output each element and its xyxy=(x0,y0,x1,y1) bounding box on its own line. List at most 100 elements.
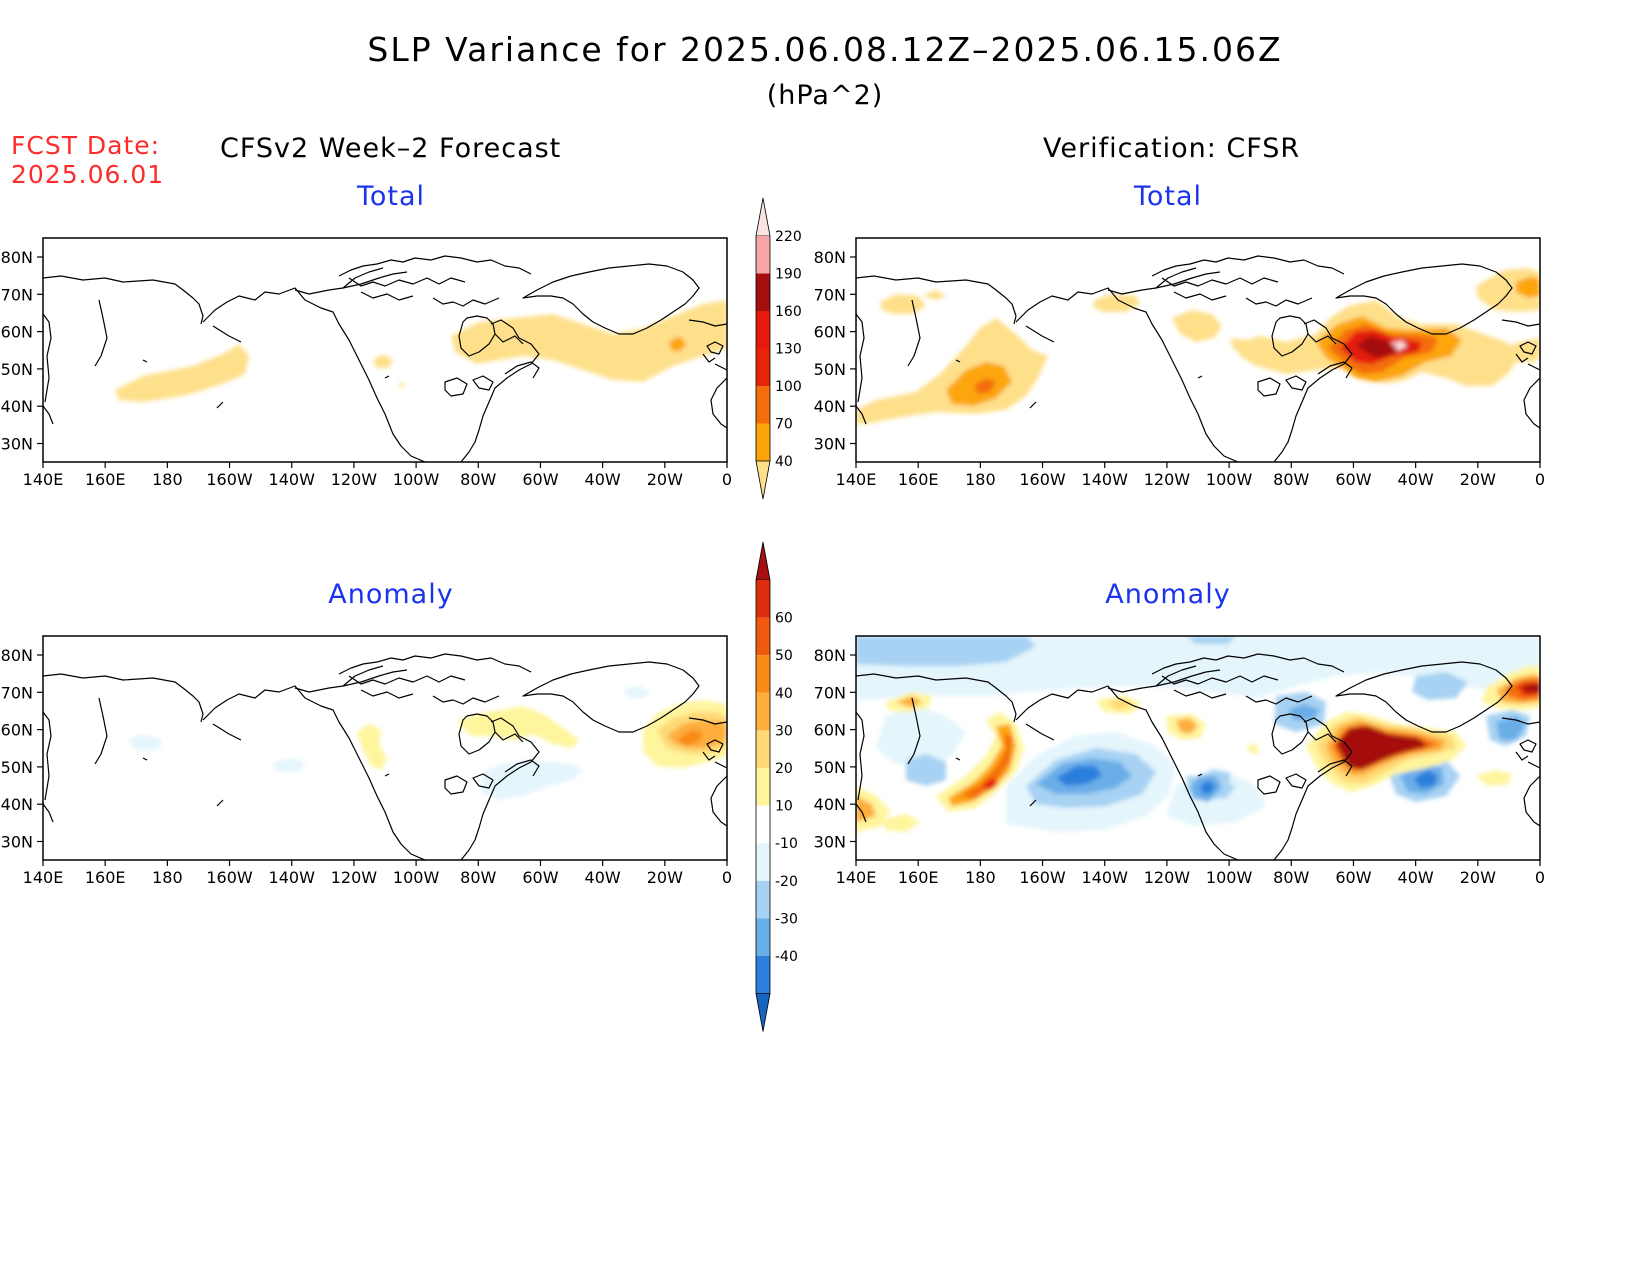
verification-anomaly-label: Anomaly xyxy=(1105,579,1231,610)
colorbar-anomaly-label: 30 xyxy=(775,723,793,739)
colorbar-arrow-top xyxy=(755,541,771,581)
colorbar-swatch xyxy=(756,236,770,274)
lon-tick-label: 20W xyxy=(647,868,683,887)
verification-anomaly-map xyxy=(855,635,1541,861)
lon-tick-label: 120W xyxy=(1144,470,1191,489)
lat-tick-label: 30N xyxy=(814,833,846,852)
lon-tick-label: 20W xyxy=(1460,868,1496,887)
lat-tick-label: 50N xyxy=(814,758,846,777)
lon-tick-label: 60W xyxy=(1335,470,1371,489)
colorbar-arrow-top xyxy=(755,197,771,237)
lat-tick-label: 80N xyxy=(814,248,846,267)
lon-tick-label: 100W xyxy=(1206,868,1253,887)
colorbar-anomaly-label: 50 xyxy=(775,648,793,664)
lon-tick-label: 140E xyxy=(23,868,64,887)
lat-tick-label: 50N xyxy=(814,360,846,379)
lon-tick-label: 60W xyxy=(522,868,558,887)
lon-tick-label: 160E xyxy=(898,470,939,489)
lon-tick-label: 160E xyxy=(85,470,126,489)
lon-tick-label: 180 xyxy=(152,868,183,887)
colorbar-swatch xyxy=(756,386,770,424)
forecast-anomaly-map xyxy=(42,635,728,861)
lon-tick-label: 160W xyxy=(206,470,253,489)
colorbar-swatch xyxy=(756,880,770,919)
lon-tick-label: 140E xyxy=(23,470,64,489)
lon-tick-label: 140W xyxy=(269,470,316,489)
lat-tick-label: 80N xyxy=(1,646,33,665)
colorbar-swatch xyxy=(756,692,770,731)
lat-tick-label: 70N xyxy=(814,683,846,702)
lon-tick-label: 20W xyxy=(647,470,683,489)
lat-tick-label: 40N xyxy=(1,397,33,416)
colorbar-anomaly-label: 40 xyxy=(775,686,793,702)
colorbar-swatch xyxy=(756,655,770,693)
lon-tick-label: 80W xyxy=(460,868,496,887)
lat-tick-label: 60N xyxy=(814,721,846,740)
lon-tick-label: 140W xyxy=(1082,868,1129,887)
colorbar-anomaly-label: 60 xyxy=(775,611,793,627)
lon-tick-label: 100W xyxy=(393,868,440,887)
lon-tick-label: 100W xyxy=(393,470,440,489)
lon-tick-label: 60W xyxy=(1335,868,1371,887)
lat-tick-label: 80N xyxy=(1,248,33,267)
colorbar-total-label: 40 xyxy=(775,454,793,470)
colorbar-swatch xyxy=(756,311,770,349)
colorbar-anomaly-label: -30 xyxy=(775,911,798,927)
colorbar-swatch xyxy=(756,768,770,806)
forecast-date-value: 2025.06.01 xyxy=(11,160,165,189)
lat-tick-label: 60N xyxy=(1,323,33,342)
lon-tick-label: 0 xyxy=(1535,470,1545,489)
lat-tick-label: 70N xyxy=(1,285,33,304)
lat-tick-label: 40N xyxy=(814,397,846,416)
lon-tick-label: 40W xyxy=(585,868,621,887)
lon-tick-label: 160W xyxy=(1019,470,1066,489)
lon-tick-label: 0 xyxy=(722,868,732,887)
lon-tick-label: 120W xyxy=(1144,868,1191,887)
colorbar-total-label: 160 xyxy=(775,304,802,320)
lon-tick-label: 120W xyxy=(331,470,378,489)
colorbar-total-label: 190 xyxy=(775,267,802,283)
lon-tick-label: 140W xyxy=(1082,470,1129,489)
lat-tick-label: 30N xyxy=(814,435,846,454)
colorbar-anomaly-label: 20 xyxy=(775,761,793,777)
forecast-total-label: Total xyxy=(356,181,426,212)
colorbar-total-label: 100 xyxy=(775,379,802,395)
lon-tick-label: 160E xyxy=(85,868,126,887)
colorbar-swatch xyxy=(756,423,770,461)
verification-total-label: Total xyxy=(1133,181,1203,212)
colorbar-anomaly-label: 10 xyxy=(775,799,793,815)
colorbar-swatch xyxy=(756,580,770,618)
colorbar-arrow-bottom xyxy=(755,993,771,1032)
colorbar-swatch xyxy=(756,805,770,844)
lon-tick-label: 120W xyxy=(331,868,378,887)
units-label: (hPa^2) xyxy=(766,80,884,111)
colorbar-swatch xyxy=(756,348,770,386)
lon-tick-label: 160E xyxy=(898,868,939,887)
lat-tick-label: 40N xyxy=(814,795,846,814)
colorbar-total-label: 130 xyxy=(775,342,802,358)
lon-tick-label: 80W xyxy=(460,470,496,489)
colorbar-swatch xyxy=(756,730,770,768)
lat-tick-label: 30N xyxy=(1,833,33,852)
lon-tick-label: 40W xyxy=(585,470,621,489)
lon-tick-label: 0 xyxy=(1535,868,1545,887)
lat-tick-label: 50N xyxy=(1,758,33,777)
forecast-total-map xyxy=(42,237,728,463)
lat-tick-label: 50N xyxy=(1,360,33,379)
colorbar-anomaly-label: -20 xyxy=(775,874,798,890)
lat-tick-label: 70N xyxy=(1,683,33,702)
verification-total-map xyxy=(855,237,1541,463)
lon-tick-label: 20W xyxy=(1460,470,1496,489)
lon-tick-label: 80W xyxy=(1273,868,1309,887)
forecast-column-title: CFSv2 Week–2 Forecast xyxy=(220,133,562,164)
forecast-date-label: FCST Date: xyxy=(11,131,161,160)
lon-tick-label: 80W xyxy=(1273,470,1309,489)
lon-tick-label: 160W xyxy=(206,868,253,887)
lat-tick-label: 80N xyxy=(814,646,846,665)
lon-tick-label: 40W xyxy=(1398,470,1434,489)
axes-layer: 140E 160E 180 160W 140W 120W 100W 80W 60W 40W 20W 0… xyxy=(1,248,1545,887)
chart-title: SLP Variance for 2025.06.08.12Z–2025.06.… xyxy=(367,30,1283,69)
lat-tick-label: 70N xyxy=(814,285,846,304)
colorbar-total: 40 70 100 130 160 190 220 xyxy=(755,197,802,500)
